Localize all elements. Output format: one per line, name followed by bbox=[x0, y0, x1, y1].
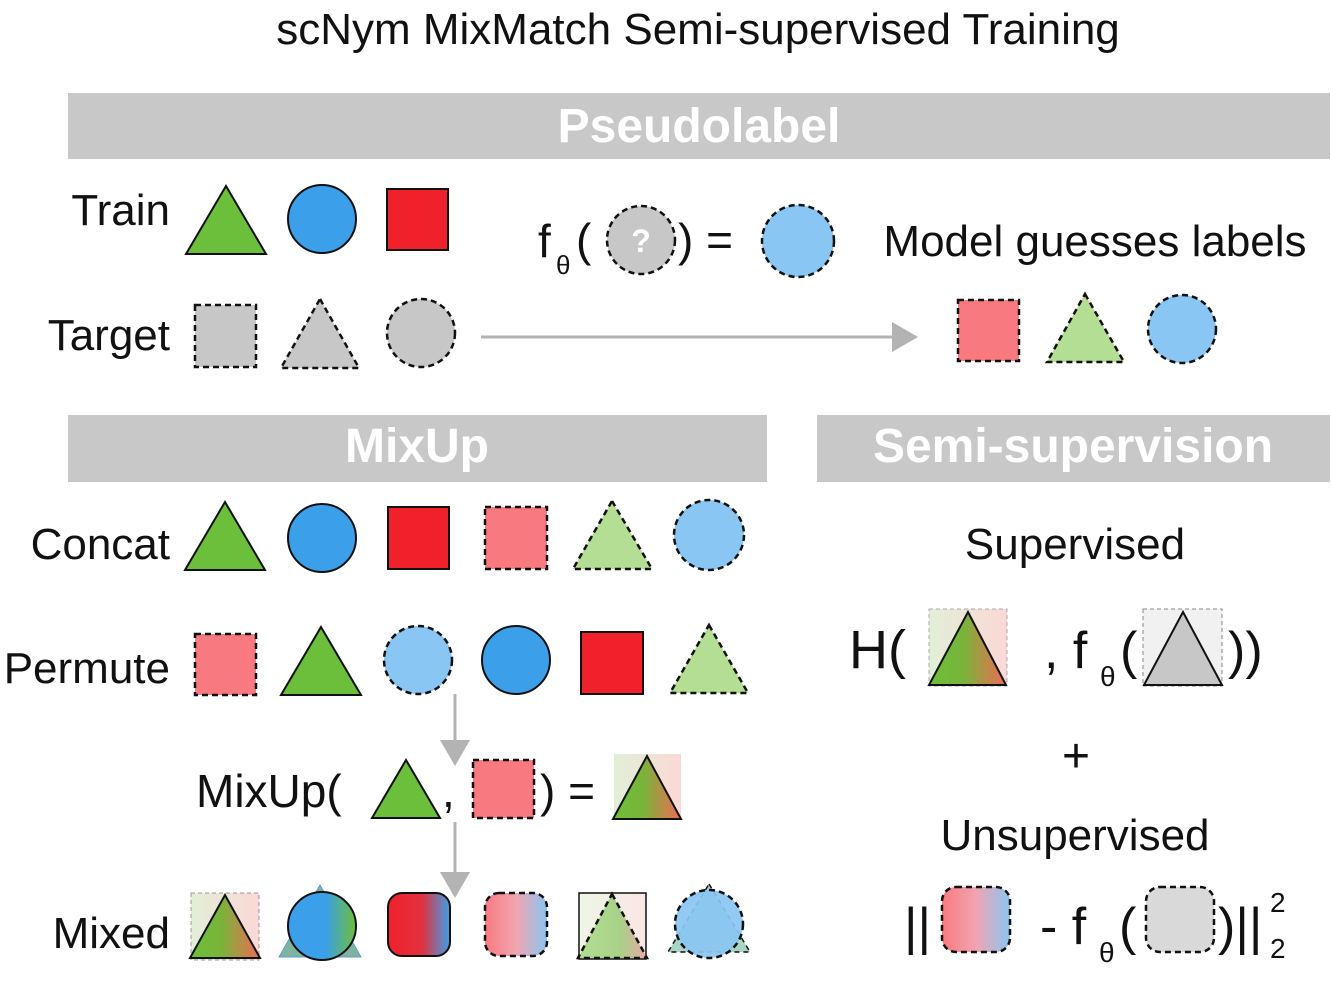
model-equation: f θ ( ? ) = bbox=[538, 203, 836, 280]
supervised-label: Supervised bbox=[965, 520, 1185, 569]
mixup-close-equals: ) = bbox=[540, 765, 595, 817]
norm-close: )|| bbox=[1218, 898, 1262, 956]
open-paren: ( bbox=[576, 214, 592, 266]
concat-pseudo-triangle bbox=[570, 498, 655, 571]
permute-pseudo-square bbox=[193, 632, 258, 697]
close-paren-equals: ) = bbox=[678, 214, 733, 266]
mixed-3-rounded bbox=[387, 892, 451, 957]
target-circle bbox=[385, 297, 457, 369]
diagram-title: scNym MixMatch Semi-supervised Training bbox=[276, 5, 1120, 54]
pseudolabel-triangle bbox=[1044, 291, 1127, 364]
concat-triangle bbox=[183, 500, 267, 571]
mixup-header-bar bbox=[68, 415, 767, 482]
mixed-label: Mixed bbox=[53, 909, 170, 958]
concat-square bbox=[387, 506, 450, 570]
permute-triangle bbox=[279, 625, 363, 696]
train-triangle bbox=[184, 184, 268, 255]
mixed-6-circle bbox=[673, 888, 745, 960]
f-symbol: f bbox=[538, 215, 551, 267]
mixup-arg-square bbox=[471, 758, 536, 820]
semisupervision-header-bar bbox=[817, 415, 1330, 482]
supervised-loss: H( , f θ ( )) bbox=[849, 608, 1263, 692]
pseudolabel-circle bbox=[1146, 293, 1218, 365]
concat-pseudo-circle bbox=[672, 498, 746, 572]
mixup-result-triangle bbox=[611, 753, 683, 820]
train-circle bbox=[287, 184, 357, 254]
supervised-input-triangle bbox=[1142, 609, 1224, 686]
pseudolabel-arrow-head bbox=[892, 322, 918, 352]
theta-subscript: θ bbox=[556, 250, 570, 280]
permute-pseudo-triangle bbox=[667, 622, 751, 695]
model-guesses-text: Model guesses labels bbox=[883, 217, 1306, 266]
mixup-header: MixUp bbox=[345, 420, 489, 473]
target-triangle bbox=[278, 296, 362, 370]
pseudolabel-header-bar bbox=[68, 93, 1330, 159]
question-mark: ? bbox=[631, 223, 651, 259]
norm-subscript: 2 bbox=[1270, 933, 1286, 964]
concat-pseudo-square bbox=[483, 505, 549, 571]
target-label: Target bbox=[48, 311, 170, 360]
unsupervised-theta: θ bbox=[1099, 937, 1115, 968]
pseudolabel-header: Pseudolabel bbox=[558, 100, 841, 153]
train-square bbox=[386, 188, 449, 251]
mixed-5-triangle bbox=[575, 891, 650, 960]
semisupervision-header: Semi-supervision bbox=[873, 420, 1273, 473]
mixed-1-triangle bbox=[188, 892, 262, 959]
permute-pseudo-circle bbox=[382, 624, 454, 696]
guessed-circle bbox=[760, 203, 836, 279]
unsupervised-mixed-square bbox=[940, 885, 1012, 954]
unsupervised-input-square bbox=[1144, 885, 1216, 954]
norm-open: || bbox=[904, 898, 931, 956]
cross-entropy-H: H( bbox=[849, 620, 906, 680]
minus-f: - f bbox=[1040, 898, 1087, 956]
permute-circle bbox=[481, 625, 551, 695]
mixup-comma: , bbox=[442, 765, 455, 817]
target-square bbox=[193, 303, 258, 369]
supervised-open-paren: ( bbox=[1120, 622, 1138, 680]
norm-superscript: 2 bbox=[1270, 887, 1286, 918]
mixup-arg-triangle bbox=[370, 758, 442, 819]
down-arrow-1-head bbox=[440, 740, 470, 766]
supervised-theta: θ bbox=[1100, 661, 1116, 692]
pseudolabel-square bbox=[956, 298, 1021, 363]
supervised-comma-f: , f bbox=[1044, 622, 1088, 680]
concat-label: Concat bbox=[31, 520, 170, 569]
supervised-target-triangle bbox=[927, 609, 1008, 686]
plus-sign: + bbox=[1062, 730, 1090, 783]
mixed-2-circle bbox=[287, 891, 357, 961]
supervised-close-parens: )) bbox=[1228, 622, 1263, 680]
unsupervised-open-paren: ( bbox=[1119, 898, 1137, 956]
concat-circle bbox=[287, 503, 357, 573]
down-arrow-2-head bbox=[440, 872, 470, 898]
unknown-cell-circle bbox=[605, 204, 677, 276]
mixup-function: MixUp( bbox=[196, 765, 342, 817]
train-label: Train bbox=[71, 186, 170, 235]
mixed-4-rounded bbox=[483, 891, 549, 958]
unsupervised-loss: || - f θ ( )|| 2 2 bbox=[904, 885, 1286, 968]
unsupervised-label: Unsupervised bbox=[940, 811, 1209, 860]
permute-square bbox=[580, 631, 644, 695]
permute-label: Permute bbox=[4, 644, 170, 693]
